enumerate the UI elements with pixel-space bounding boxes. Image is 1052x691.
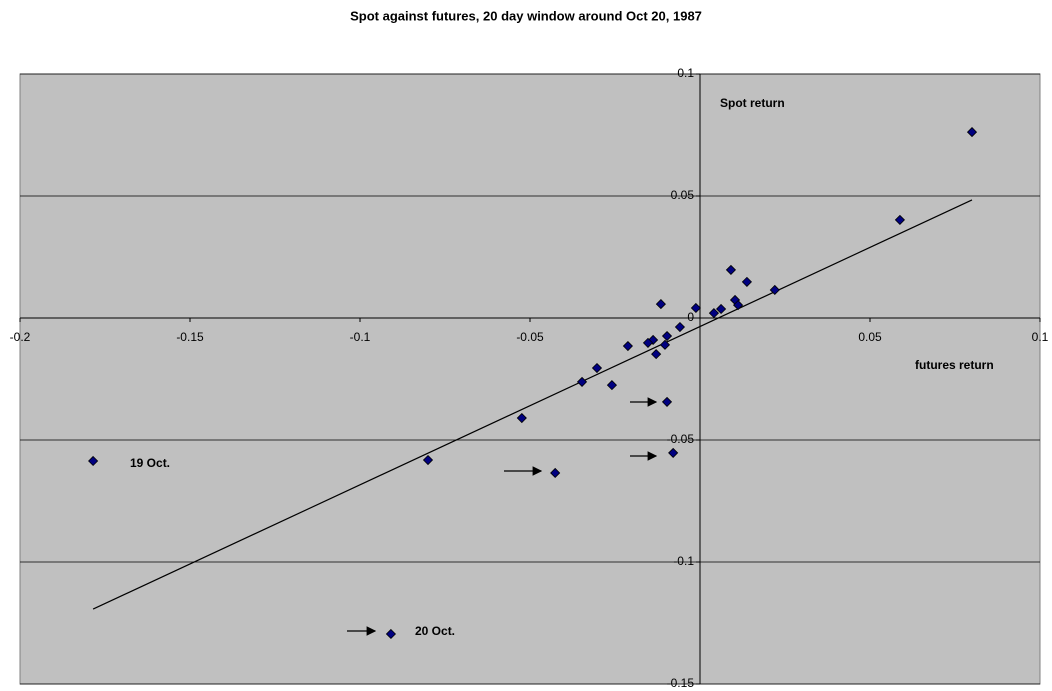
arrows	[347, 397, 658, 636]
point	[591, 362, 603, 374]
point	[741, 276, 752, 287]
point	[725, 264, 737, 275]
point	[894, 214, 905, 225]
point	[769, 284, 780, 296]
point	[661, 396, 673, 408]
y-tick-label: 0.1	[677, 66, 694, 80]
point	[674, 321, 686, 333]
point	[516, 412, 527, 424]
point	[661, 330, 673, 342]
x-axis-label: futures return	[915, 358, 994, 372]
x-tick-label: -0.05	[516, 330, 544, 344]
y-tick-label: -0.05	[667, 432, 695, 446]
point	[576, 376, 588, 387]
point	[422, 454, 434, 466]
point	[385, 628, 397, 640]
point	[690, 302, 701, 314]
point	[606, 380, 618, 391]
point	[655, 299, 666, 310]
chart-title: Spot against futures, 20 day window arou…	[350, 8, 702, 23]
x-tick-label: -0.1	[350, 330, 371, 344]
y-tick-label: -0.1	[673, 554, 694, 568]
trendline	[92, 199, 973, 610]
plot-area: -0.15 -0.1 -0.05 0 0.05 0.1 -0.2 -0.15 -0.1 -0.05…	[10, 66, 1049, 690]
point	[668, 447, 679, 458]
x-tick-label: 0.1	[1032, 330, 1049, 344]
y-tick-label: 0.05	[671, 188, 695, 202]
point	[659, 339, 671, 350]
annotation: 20 Oct.	[415, 624, 455, 638]
point	[550, 467, 561, 479]
x-tick-label: 0.05	[858, 330, 882, 344]
point	[966, 127, 978, 138]
point	[708, 308, 720, 319]
y-tick-label: 0	[687, 310, 694, 324]
annotation: 19 Oct.	[130, 456, 170, 470]
x-tick-label: -0.15	[176, 330, 204, 344]
plot-background	[19, 73, 1041, 685]
point	[642, 337, 654, 348]
x-tick-label: -0.2	[10, 330, 31, 344]
point	[622, 340, 633, 352]
y-axis-label: Spot return	[720, 96, 785, 110]
point	[651, 349, 662, 360]
point	[88, 455, 99, 467]
y-tick-label: -0.15	[667, 676, 695, 690]
point	[733, 300, 744, 311]
point	[716, 303, 727, 315]
